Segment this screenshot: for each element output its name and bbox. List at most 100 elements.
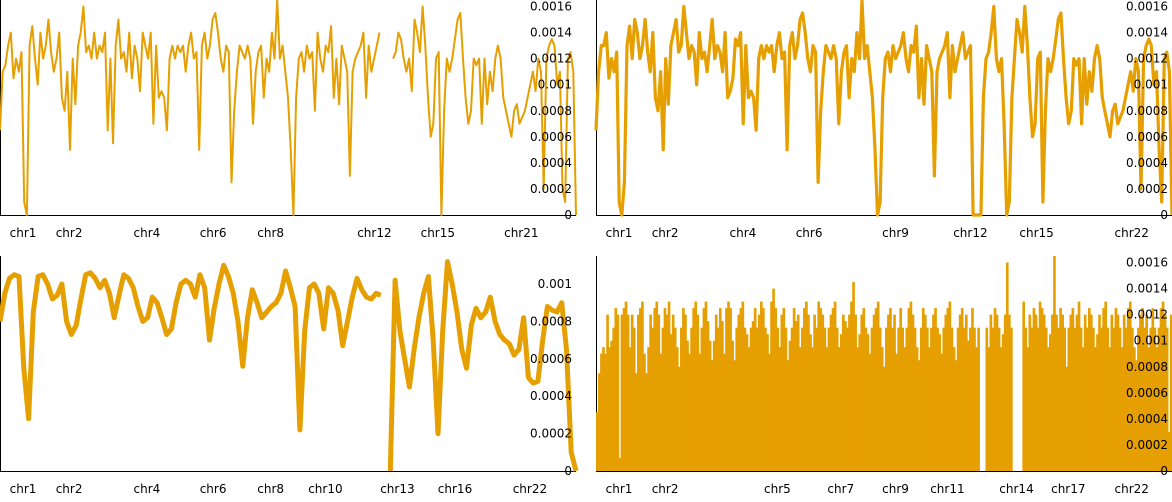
bar [876, 301, 880, 471]
x-tick-label: chr1 [10, 482, 37, 496]
bar [1038, 301, 1042, 471]
bar [757, 314, 761, 471]
bar [698, 353, 702, 471]
bar [1131, 327, 1134, 471]
bar [673, 327, 677, 471]
x-tick-label: chr16 [438, 482, 472, 496]
bar [1040, 308, 1044, 471]
bar [841, 314, 845, 471]
bar [911, 314, 915, 471]
bar [1049, 334, 1052, 471]
bar [800, 327, 804, 471]
bar [1149, 327, 1153, 471]
y-tick-label: 0.0004 [530, 156, 572, 170]
bar [864, 327, 868, 471]
bar [618, 457, 622, 471]
bar [803, 308, 806, 471]
bar [743, 327, 747, 471]
bar [696, 314, 700, 471]
bar [1102, 308, 1105, 471]
bar [1110, 314, 1114, 471]
bar [813, 314, 816, 471]
bar [827, 327, 831, 471]
bar [634, 373, 638, 471]
bar [1077, 301, 1081, 471]
bar [1065, 366, 1069, 471]
bar [772, 288, 775, 471]
bar [1087, 308, 1091, 471]
bar [790, 327, 794, 471]
bar [1003, 314, 1007, 471]
bar [870, 327, 874, 471]
x-tick-label: chr12 [953, 226, 987, 240]
bar [1001, 334, 1005, 471]
bar [1100, 327, 1103, 471]
bar [663, 308, 667, 471]
x-tick-label: chr21 [504, 226, 538, 240]
bar [610, 340, 613, 471]
bar [614, 308, 618, 471]
bar [651, 327, 654, 471]
y-tick-label: 0.0012 [1126, 308, 1168, 322]
bar [833, 301, 837, 471]
bar [759, 301, 763, 471]
bar [1079, 327, 1083, 471]
bar [846, 327, 849, 471]
bar [956, 327, 960, 471]
bar [630, 314, 634, 471]
x-tick-label: chr1 [606, 482, 633, 496]
bar [733, 360, 736, 471]
y-tick-label: 0 [564, 464, 572, 478]
panel-bottom-right: 0 0.0002 0.0004 0.0006 0.0008 0.001 0.0012 0.00… [596, 256, 1172, 496]
bar [1151, 308, 1155, 471]
bar [850, 301, 853, 471]
bar [1057, 327, 1060, 471]
bar [653, 308, 657, 471]
x-tick-label: chr2 [652, 226, 679, 240]
bar [768, 353, 771, 471]
bar [872, 314, 876, 471]
bar [1081, 347, 1085, 471]
bar [766, 334, 769, 471]
bar [1026, 347, 1030, 471]
bar [608, 347, 611, 471]
bar [1096, 334, 1099, 471]
bar [710, 360, 714, 471]
bar [954, 360, 958, 471]
bar [770, 301, 773, 471]
bar [917, 360, 921, 471]
bar [1028, 314, 1032, 471]
x-tick-label: chr15 [421, 226, 455, 240]
bar [960, 308, 964, 471]
bar [639, 308, 642, 471]
bar [794, 321, 798, 471]
bar [700, 327, 704, 471]
bar [823, 327, 827, 471]
bar [727, 301, 730, 471]
bar [932, 314, 935, 471]
bar [1067, 327, 1071, 471]
x-tick-label: chr8 [257, 482, 284, 496]
bar [741, 301, 745, 471]
bar [1008, 314, 1011, 471]
bar [1030, 327, 1034, 471]
bar [923, 314, 927, 471]
bar [739, 308, 743, 471]
bar [735, 327, 739, 471]
bar [1128, 301, 1132, 471]
bar [975, 347, 978, 471]
bar [716, 327, 720, 471]
x-tick-label: chr12 [357, 226, 391, 240]
bar [600, 353, 603, 471]
bar [682, 308, 685, 471]
bar [786, 360, 790, 471]
bar [704, 301, 708, 471]
bar [1159, 308, 1163, 471]
bar [831, 308, 835, 471]
bar [895, 353, 898, 471]
y-tick-label: 0.0012 [1126, 52, 1168, 66]
bar [1165, 327, 1169, 471]
bar [915, 347, 919, 471]
bar [708, 340, 712, 471]
